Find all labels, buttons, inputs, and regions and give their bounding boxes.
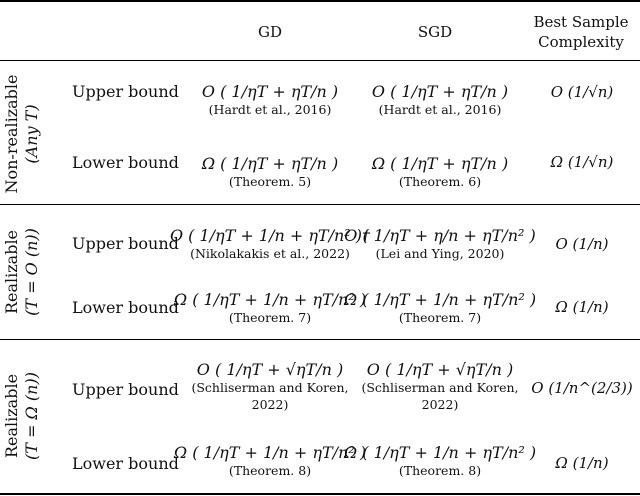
gd-cell: Ω ( 1/ηT + ηT/n ) (Theorem. 5): [180, 146, 360, 198]
best-complexity: O (1/√n): [550, 83, 614, 101]
header-best-line2: Complexity: [538, 33, 624, 51]
row-label: Upper bound: [72, 234, 179, 253]
row-label: Upper bound: [72, 380, 179, 399]
header-best-line1: Best Sample: [533, 13, 629, 31]
gd-citation: (Theorem. 7): [228, 310, 312, 325]
sgd-cell: O ( 1/ηT + η/n + ηT/n² ) (Lei and Ying, …: [344, 218, 536, 270]
sgd-cell: Ω ( 1/ηT + ηT/n ) (Theorem. 6): [350, 146, 530, 198]
sgd-expression: O ( 1/ηT + η/n + ηT/n² ): [344, 226, 536, 245]
group-label-nonrealizable: Non-realizable (Any T): [2, 74, 42, 193]
sgd-citation: (Theorem. 7): [398, 310, 482, 325]
bottom-rule: [0, 493, 640, 495]
group-label-line2: (T = O (n)): [22, 228, 41, 316]
sgd-citation-line2: 2022): [421, 396, 459, 412]
gd-expression: Ω ( 1/ηT + ηT/n ): [201, 154, 339, 173]
sgd-expression: O ( 1/ηT + ηT/n ): [371, 82, 509, 101]
gd-citation: (Theorem. 8): [228, 463, 312, 478]
header-gd-label: GD: [257, 23, 282, 41]
sgd-expression: Ω ( 1/ηT + 1/n + ηT/n² ): [343, 290, 537, 309]
gd-cell: O ( 1/ηT + √ηT/n ) (Schliserman and Kore…: [180, 350, 360, 422]
group-label-realizable-o: Realizable (T = O (n)): [2, 228, 42, 316]
sgd-citation: (Theorem. 8): [398, 463, 482, 478]
gd-citation-line2: 2022): [251, 396, 289, 412]
sgd-citation: (Schliserman and Koren,: [361, 379, 519, 395]
header-best: Best Sample Complexity: [525, 10, 637, 54]
gd-cell: O ( 1/ηT + ηT/n ) (Hardt et al., 2016): [180, 74, 360, 126]
best-complexity: O (1/n^(2/3)): [531, 379, 633, 397]
gd-cell: Ω ( 1/ηT + 1/n + ηT/n² ) (Theorem. 8): [172, 434, 368, 488]
sgd-cell: Ω ( 1/ηT + 1/n + ηT/n² ) (Theorem. 8): [343, 434, 537, 488]
best-complexity: Ω (1/n): [555, 454, 609, 472]
sgd-expression: Ω ( 1/ηT + 1/n + ηT/n² ): [343, 443, 537, 462]
sgd-citation: (Lei and Ying, 2020): [375, 246, 505, 261]
row-label: Upper bound: [72, 82, 179, 101]
group-label-line2: (T = Ω (n)): [22, 372, 41, 460]
group-rule-1: [0, 204, 640, 205]
sgd-expression: O ( 1/ηT + √ηT/n ): [366, 359, 514, 379]
header-sgd: SGD: [370, 18, 500, 46]
gd-citation: (Schliserman and Koren,: [191, 379, 349, 395]
gd-cell: O ( 1/ηT + 1/n + ηT/n² )† (Nikolakakis e…: [169, 218, 371, 270]
row-label: Lower bound: [72, 153, 179, 172]
gd-expression: Ω ( 1/ηT + 1/n + ηT/n² ): [173, 443, 367, 462]
gd-expression: O ( 1/ηT + ηT/n ): [201, 82, 339, 101]
gd-citation: (Hardt et al., 2016): [208, 102, 332, 117]
group-label-realizable-omega: Realizable (T = Ω (n)): [2, 372, 42, 460]
gd-expression: O ( 1/ηT + √ηT/n ): [196, 359, 344, 379]
group-rule-2: [0, 339, 640, 340]
header-rule: [0, 60, 640, 61]
sgd-cell: O ( 1/ηT + √ηT/n ) (Schliserman and Kore…: [350, 350, 530, 422]
gd-citation: (Nikolakakis et al., 2022): [190, 246, 350, 261]
gd-citation: (Theorem. 5): [228, 174, 312, 189]
sgd-cell: Ω ( 1/ηT + 1/n + ηT/n² ) (Theorem. 7): [343, 282, 537, 334]
best-complexity: O (1/n): [555, 235, 609, 253]
sgd-citation: (Theorem. 6): [398, 174, 482, 189]
group-label-line2: (Any T): [22, 104, 41, 164]
gd-expression: O ( 1/ηT + 1/n + ηT/n² )†: [169, 226, 371, 245]
row-label: Lower bound: [72, 454, 179, 473]
row-label: Lower bound: [72, 298, 179, 317]
best-complexity: Ω (1/√n): [550, 153, 614, 171]
sgd-expression: Ω ( 1/ηT + ηT/n ): [371, 154, 509, 173]
group-label-line1: Non-realizable: [2, 74, 21, 194]
gd-cell: Ω ( 1/ηT + 1/n + ηT/n² ) (Theorem. 7): [172, 282, 368, 334]
header-gd: GD: [205, 18, 335, 46]
sgd-citation: (Hardt et al., 2016): [378, 102, 502, 117]
best-complexity: Ω (1/n): [555, 298, 609, 316]
sgd-cell: O ( 1/ηT + ηT/n ) (Hardt et al., 2016): [350, 74, 530, 126]
group-label-line1: Realizable: [2, 373, 21, 459]
group-label-line1: Realizable: [2, 229, 21, 315]
top-rule: [0, 0, 640, 2]
header-sgd-label: SGD: [417, 23, 453, 41]
gd-expression: Ω ( 1/ηT + 1/n + ηT/n² ): [173, 290, 367, 309]
